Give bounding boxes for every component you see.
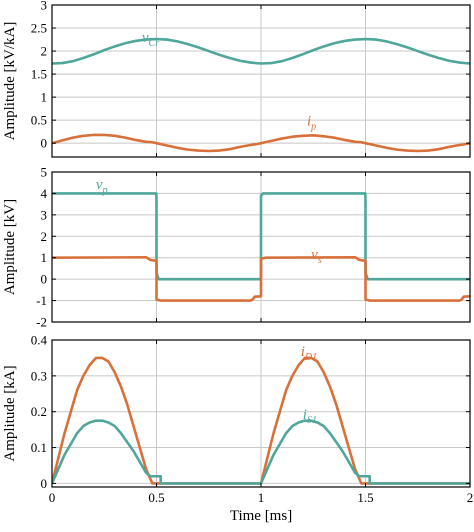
- y-tick-label: 2: [41, 44, 48, 59]
- x-tick-label: 0.5: [148, 490, 164, 505]
- y-tick-label: 0.4: [31, 333, 48, 348]
- y-tick-label: 0.5: [31, 113, 47, 128]
- series-label-vCr: vCr: [142, 30, 159, 49]
- y-tick-label: 0: [41, 476, 48, 491]
- y-tick-label: 0: [41, 272, 48, 287]
- panel-3: 0 0.1 0.2 0.3 0.4 Amplitude [kA] iD1 iS1 0 0.5 1 1.…: [2, 333, 473, 525]
- y-tick-label: 2: [41, 229, 48, 244]
- y-tick-label: 0.2: [31, 404, 47, 419]
- series-label-vp: vp: [96, 177, 108, 196]
- series-label-ip: ip: [307, 114, 316, 133]
- y-tick-label: 0.3: [31, 368, 47, 383]
- y-tick-label: -2: [36, 315, 47, 330]
- panel-1: 0 0.5 1 1.5 2 2.5 3 Amplitude [kV/kA] vCr ip: [2, 0, 471, 158]
- series-vCr: [52, 37, 470, 65]
- y-axis-title: Amplitude [kA]: [2, 365, 18, 461]
- y-tick-label: 5: [41, 165, 48, 180]
- y-tick-label: 3: [41, 207, 48, 222]
- y-tick-label: 1.5: [31, 67, 47, 82]
- series-label-iD1: iD1: [301, 344, 317, 363]
- y-tick-label: 2.5: [31, 21, 47, 36]
- y-axis-title: Amplitude [kV]: [2, 199, 18, 295]
- y-tick-label: 4: [41, 186, 48, 201]
- y-tick-label: 1: [41, 90, 48, 105]
- x-tick-label: 1.5: [357, 490, 373, 505]
- series-label-iS1: iS1: [303, 407, 317, 426]
- series-vs: [52, 255, 470, 302]
- y-tick-label: 1: [41, 250, 48, 265]
- series-label-vs: vs: [311, 247, 322, 266]
- x-tick-label: 1: [258, 490, 265, 505]
- x-tick-label: 0: [49, 490, 56, 505]
- panel-2: -2 -1 0 1 2 3 4 5 Amplitude [kV] vp vs: [2, 165, 471, 330]
- y-tick-label: 3: [41, 0, 48, 13]
- series-ip: [52, 133, 470, 153]
- x-tick-label: 2: [467, 490, 474, 505]
- y-tick-label: -1: [36, 293, 47, 308]
- y-axis-title: Amplitude [kV/kA]: [2, 22, 18, 141]
- x-axis-title: Time [ms]: [230, 508, 292, 524]
- y-tick-label: 0: [41, 136, 48, 151]
- y-tick-label: 0.1: [31, 440, 47, 455]
